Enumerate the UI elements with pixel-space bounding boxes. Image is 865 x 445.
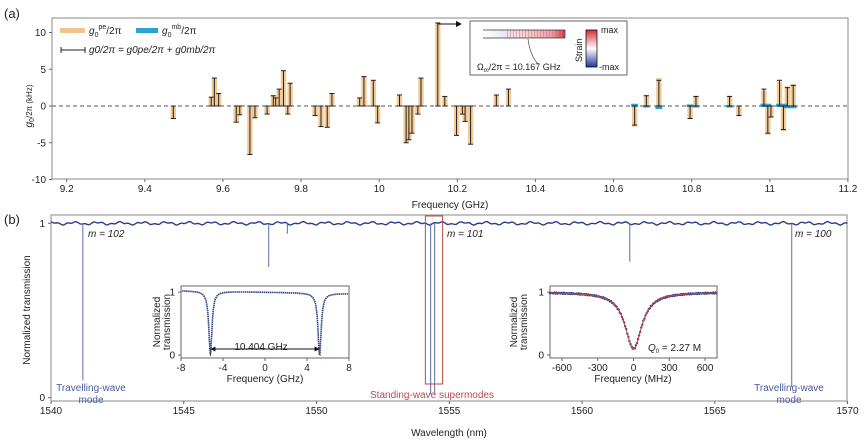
x-tick-label: 10.4: [526, 184, 546, 195]
x-tick-label: 300: [661, 363, 678, 374]
bar-mb: [783, 105, 791, 109]
standing-wave-label: Standing-wave supermodes: [370, 390, 494, 401]
tw-left-line2: mode: [78, 395, 103, 406]
x-tick-label: 10.6: [604, 184, 624, 195]
panel-a-ylabel: g0/2π (kHz): [24, 84, 36, 127]
legend-pe-label: g0pe/2π: [89, 24, 122, 39]
x-tick-label: 1560: [571, 406, 594, 417]
panel-a-legend: g0pe/2π g0mb/2π g0/2π = g0pe/2π + g0mb/2…: [60, 24, 216, 56]
y-tick-label: 1: [169, 288, 175, 299]
x-tick-label: 10: [374, 184, 386, 195]
inset-2-xlabel: Frequency (MHz): [594, 374, 671, 385]
bar-mb: [764, 103, 772, 107]
legend-mb-swatch: [136, 28, 158, 33]
x-tick-label: 1555: [438, 406, 461, 417]
tw-right-line2: mode: [776, 395, 801, 406]
y-tick-label: -5: [37, 138, 46, 149]
x-tick-label: 1570: [836, 406, 859, 417]
x-tick-label: 9.4: [138, 184, 152, 195]
panel-a-label: (a): [4, 6, 20, 21]
inset-1-trace: [181, 290, 348, 357]
inset-splitting: -8 -4 0 4 8 1 0 Normalized transmission Freque…: [152, 285, 352, 385]
y-tick-label: 0: [39, 393, 45, 404]
colorbar-max: max: [601, 25, 619, 35]
inset-1-ylabel-2: transmission: [162, 294, 173, 350]
x-tick-label: 1565: [704, 406, 727, 417]
inset-1-annotation: 10.404 GHz: [234, 342, 287, 353]
panel-a-xlabel: Frequency (GHz): [412, 200, 489, 211]
legend-pe-swatch: [60, 28, 85, 33]
panel-b-label: (b): [4, 212, 20, 227]
strain-inset: Ωm/2π = 10.167 GHz Strain max -max: [438, 20, 628, 76]
label-m101: m = 101: [447, 229, 483, 240]
panel-a-marks: [52, 22, 848, 156]
x-tick-label: 1545: [173, 406, 196, 417]
x-tick-label: 0: [631, 363, 637, 374]
inset-frequency-label: Ωm/2π = 10.167 GHz: [477, 62, 561, 74]
x-tick-label: 1550: [305, 406, 328, 417]
legend-mb-label: g0mb/2π: [162, 24, 197, 39]
inset-1-xlabel: Frequency (GHz): [227, 374, 304, 385]
y-tick-label: 1: [39, 219, 45, 230]
label-m102: m = 102: [88, 229, 125, 240]
y-tick-label: -10: [32, 175, 47, 186]
inset-2-ylabel-1: Normalized: [509, 297, 520, 348]
y-tick-label: 0: [40, 102, 46, 113]
inset-pointer: [527, 38, 539, 65]
x-tick-label: 10.8: [682, 184, 702, 195]
x-tick-label: 9.6: [216, 184, 230, 195]
x-tick-label: -8: [177, 363, 186, 374]
label-m100: m = 100: [795, 229, 832, 240]
bar-mb: [631, 103, 639, 107]
y-tick-label: 0: [169, 351, 175, 362]
panel-b-marks: [50, 215, 848, 395]
lorentzian-fit: [550, 292, 717, 350]
panel-a-axes: [51, 17, 849, 180]
y-tick-label: 10: [35, 28, 47, 39]
x-tick-label: 600: [697, 363, 714, 374]
x-tick-label: 10.2: [448, 184, 468, 195]
bar-mb: [789, 105, 797, 109]
x-tick-label: 11.2: [839, 184, 858, 195]
panel-a-ticks: 9.2 9.4 9.6 9.8 10 10.2 10.4 10.6 10.8 11 11.2 10 5 0…: [32, 28, 858, 195]
inset-2-annotation: Q0 = 2.27 M: [648, 343, 701, 355]
tw-left-line1: Travelling-wave: [56, 383, 126, 394]
x-tick-label: 0: [262, 363, 268, 374]
panel-b-xlabel: Wavelength (nm): [411, 428, 487, 439]
x-tick-label: -300: [588, 363, 608, 374]
tw-right-line1: Travelling-wave: [754, 383, 824, 394]
colorbar-min: -max: [599, 62, 619, 72]
x-tick-label: -4: [219, 363, 228, 374]
standing-wave-highlight-box: [424, 215, 444, 385]
arrow-head-icon: [314, 346, 320, 352]
inset-2-ylabel-2: transmission: [519, 294, 530, 350]
x-tick-label: 8: [346, 363, 352, 374]
inset-1-ylabel-1: Normalized: [152, 297, 163, 348]
colorbar-title: Strain: [574, 38, 584, 62]
x-tick-label: 9.8: [294, 184, 308, 195]
strain-colorbar: [585, 29, 598, 68]
x-tick-label: 4: [304, 363, 310, 374]
y-tick-label: 0: [538, 351, 544, 362]
bar-mb: [655, 105, 663, 110]
legend-total-swatch: [60, 47, 86, 53]
y-tick-label: 5: [40, 65, 46, 76]
x-tick-label: 1540: [40, 406, 63, 417]
x-tick-label: 9.2: [60, 184, 74, 195]
panel-b-ylabel: Normalized transmission: [22, 255, 33, 364]
beam-strain-stripes: [505, 30, 565, 38]
inset-lorentzian: -600 -300 0 300 600 1 0 Normalized transmissio…: [509, 285, 718, 385]
legend-total-label: g0/2π = g0pe/2π + g0mb/2π: [89, 45, 216, 56]
x-tick-label: 11: [765, 184, 776, 195]
panel-b-ticks: 1540 1545 1550 1555 1560 1565 1570 1 0: [39, 219, 859, 417]
arrow-head-icon: [456, 21, 462, 27]
y-tick-label: 1: [538, 288, 544, 299]
bar-mb: [779, 103, 787, 107]
x-tick-label: -600: [552, 363, 572, 374]
transmission-trace: [50, 220, 848, 226]
arrow-head-icon: [210, 346, 216, 352]
